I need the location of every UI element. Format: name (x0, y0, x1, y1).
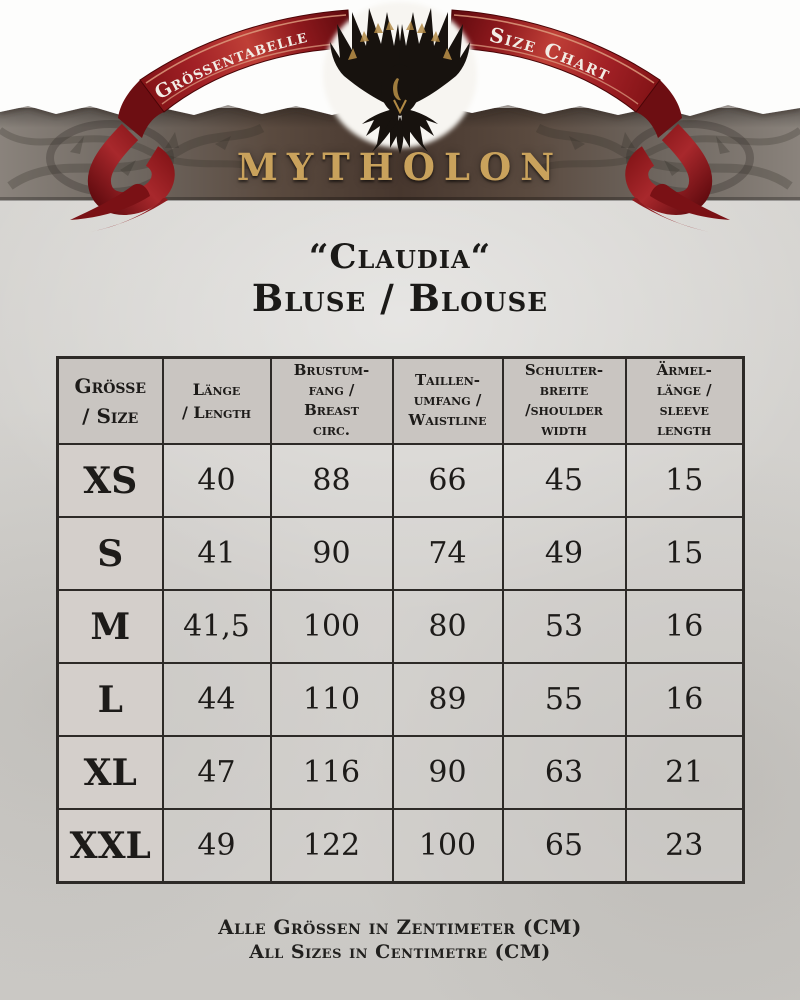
measurement-cell: 41,5 (161, 589, 272, 664)
size-label: XL (56, 735, 164, 810)
size-chart-table: Grösse / Size Länge / Length Brustum- fa… (56, 356, 745, 884)
measurement-cell: 63 (501, 735, 627, 810)
measurement-cell: 88 (269, 443, 394, 518)
measurement-cell: 100 (391, 808, 504, 884)
size-label: L (56, 662, 164, 737)
measurement-cell: 55 (501, 662, 627, 737)
product-type: Bluse / Blouse (251, 276, 549, 320)
measurement-cell: 110 (269, 662, 394, 737)
column-header-breast: Brustum- fang / Breast circ. (269, 356, 394, 445)
hooded-phoenix-icon (330, 8, 470, 154)
table-row-xs: XS 40 88 66 45 15 (56, 443, 745, 518)
measurement-cell: 80 (391, 589, 504, 664)
table-row-l: L 44 110 89 55 16 (56, 662, 745, 737)
table-header-row: Grösse / Size Länge / Length Brustum- fa… (56, 356, 745, 445)
table-row-s: S 41 90 74 49 15 (56, 516, 745, 591)
measurement-cell: 89 (391, 662, 504, 737)
column-header-length: Länge / Length (161, 356, 272, 445)
product-title: “Claudia“ Bluse / Blouse (0, 237, 800, 319)
measurement-cell: 21 (624, 735, 745, 810)
header-banner-art: Grössentabelle Size Chart (0, 0, 800, 245)
column-header-waistline: Taillen- umfang / Waistline (391, 356, 504, 445)
measurement-cell: 49 (161, 808, 272, 884)
measurement-cell: 122 (269, 808, 394, 884)
measurement-cell: 15 (624, 443, 745, 518)
hooded-figure (381, 64, 419, 116)
column-header-size: Grösse / Size (56, 356, 164, 445)
measurement-cell: 45 (501, 443, 627, 518)
measurement-cell: 16 (624, 662, 745, 737)
measurement-cell: 90 (269, 516, 394, 591)
measurement-cell: 41 (161, 516, 272, 591)
table-row-xl: XL 47 116 90 63 21 (56, 735, 745, 810)
measurement-cell: 40 (161, 443, 272, 518)
size-label: XS (56, 443, 164, 518)
measurement-cell: 23 (624, 808, 745, 884)
measurement-cell: 53 (501, 589, 627, 664)
table-row-m: M 41,5 100 80 53 16 (56, 589, 745, 664)
measurement-cell: 66 (391, 443, 504, 518)
column-header-sleeve: Ärmel- länge / sleeve length (624, 356, 745, 445)
measurement-cell: 90 (391, 735, 504, 810)
size-label: XXL (56, 808, 164, 884)
measurement-cell: 100 (269, 589, 394, 664)
product-name: “Claudia“ (308, 237, 492, 277)
measurement-cell: 44 (161, 662, 272, 737)
unit-note: Alle Grössen in Zentimeter (CM) All Size… (0, 915, 800, 964)
measurement-cell: 116 (269, 735, 394, 810)
unit-note-en: All Sizes in Centimetre (CM) (249, 941, 551, 963)
size-label: M (56, 589, 164, 664)
measurement-cell: 74 (391, 516, 504, 591)
size-label: S (56, 516, 164, 591)
measurement-cell: 65 (501, 808, 627, 884)
measurement-cell: 15 (624, 516, 745, 591)
measurement-cell: 47 (161, 735, 272, 810)
band-bottom-edge (0, 197, 800, 201)
brand-logo: MYTHOLON (236, 145, 564, 189)
unit-note-de: Alle Grössen in Zentimeter (CM) (218, 915, 582, 939)
measurement-cell: 49 (501, 516, 627, 591)
measurement-cell: 16 (624, 589, 745, 664)
table-row-xxl: XXL 49 122 100 65 23 (56, 808, 745, 884)
column-header-shoulder: Schulter- breite /shoulder width (501, 356, 627, 445)
tail-feather-center (396, 116, 404, 154)
